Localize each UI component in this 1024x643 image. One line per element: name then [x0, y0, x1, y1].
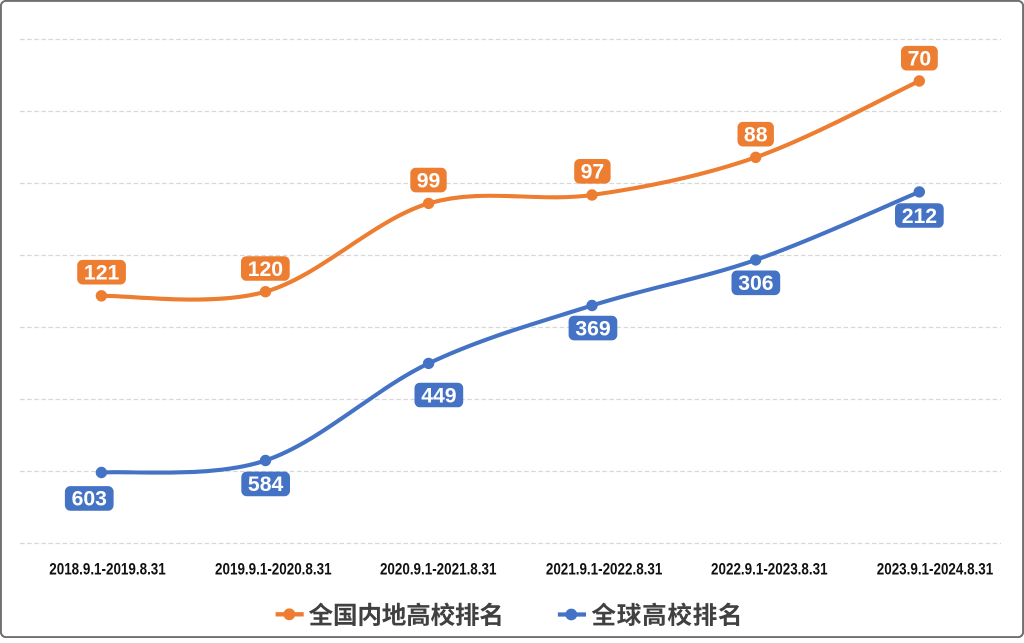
svg-text:212: 212	[902, 205, 937, 228]
svg-text:120: 120	[248, 258, 283, 281]
svg-text:97: 97	[581, 161, 605, 184]
svg-text:2023.9.1-2024.8.31: 2023.9.1-2024.8.31	[877, 561, 994, 579]
svg-text:584: 584	[248, 473, 284, 496]
svg-text:2019.9.1-2020.8.31: 2019.9.1-2020.8.31	[215, 561, 332, 579]
svg-text:70: 70	[908, 48, 932, 71]
svg-text:369: 369	[575, 317, 610, 340]
svg-text:449: 449	[421, 384, 456, 407]
svg-text:603: 603	[72, 488, 108, 511]
svg-text:88: 88	[744, 124, 768, 147]
svg-text:99: 99	[417, 169, 441, 192]
svg-text:2018.9.1-2019.8.31: 2018.9.1-2019.8.31	[49, 561, 166, 579]
svg-text:2021.9.1-2022.8.31: 2021.9.1-2022.8.31	[546, 561, 663, 579]
svg-text:306: 306	[738, 272, 774, 295]
svg-text:2020.9.1-2021.8.31: 2020.9.1-2021.8.31	[380, 561, 497, 579]
svg-text:2022.9.1-2023.8.31: 2022.9.1-2023.8.31	[711, 561, 828, 579]
svg-text:121: 121	[84, 262, 120, 285]
